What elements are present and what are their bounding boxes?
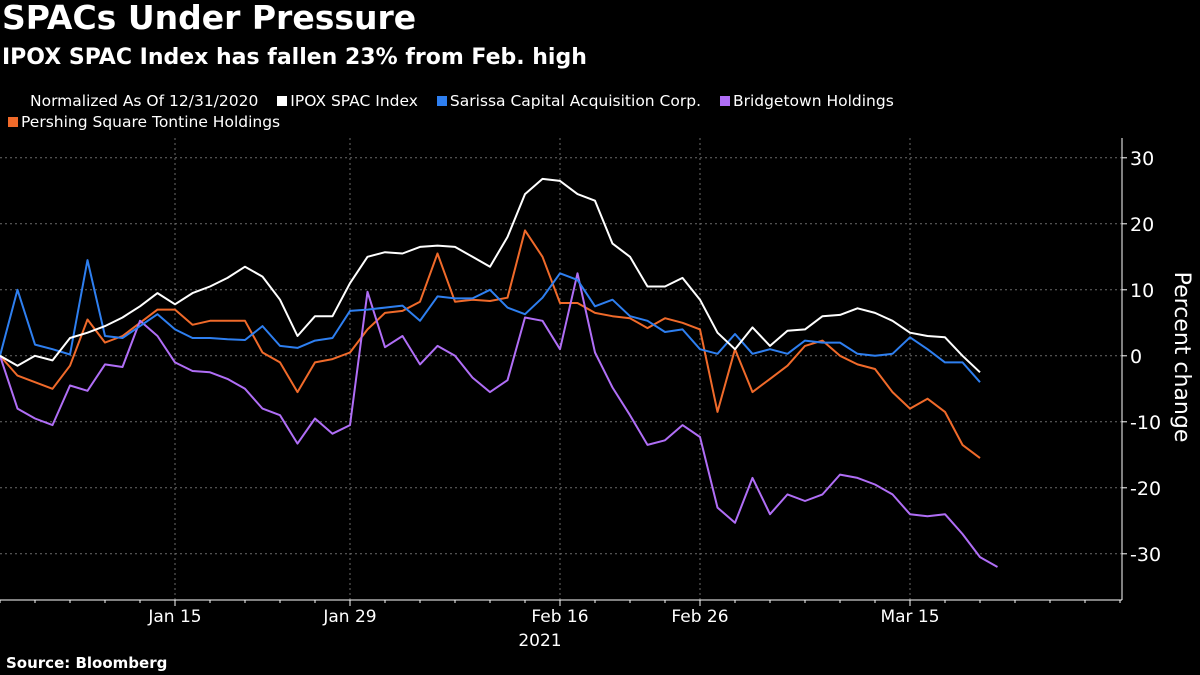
x-tick-label: Mar 15 xyxy=(880,607,939,627)
x-year-label: 2021 xyxy=(518,631,561,651)
legend-swatch-bridgetown xyxy=(719,96,730,106)
x-tick-label: Feb 16 xyxy=(531,607,588,627)
series-line-sarissa xyxy=(0,259,981,383)
grid-lines xyxy=(0,138,1122,600)
series-line-ipox xyxy=(0,177,981,374)
axes xyxy=(0,138,1127,606)
legend-label-ipox: IPOX SPAC Index xyxy=(290,92,418,110)
legend-swatch-pershing xyxy=(8,117,18,127)
y-tick-label: 0 xyxy=(1130,346,1142,368)
legend: Normalized As Of 12/31/2020 IPOX SPAC In… xyxy=(8,91,1008,133)
y-tick-label: -10 xyxy=(1130,412,1161,434)
legend-item-sarissa: Sarissa Capital Acquisition Corp. xyxy=(436,91,701,112)
series-line-bridgetown xyxy=(0,272,998,568)
legend-swatch-sarissa xyxy=(436,96,447,106)
legend-normalization-note: Normalized As Of 12/31/2020 xyxy=(30,92,259,110)
x-tick-label: Jan 15 xyxy=(147,607,201,627)
axis-labels: 30 20 10 0 -10 -20 -30 Jan 15 Jan 29 Feb 16 Feb 26… xyxy=(147,148,1194,651)
legend-item-bridgetown: Bridgetown Holdings xyxy=(719,91,894,112)
chart-subtitle: IPOX SPAC Index has fallen 23% from Feb.… xyxy=(2,45,587,70)
y-tick-label: 30 xyxy=(1130,148,1154,170)
legend-label-bridgetown: Bridgetown Holdings xyxy=(732,92,894,110)
x-tick-label: Feb 26 xyxy=(671,607,728,627)
y-tick-label: -30 xyxy=(1130,544,1161,566)
y-tick-label: -20 xyxy=(1130,478,1161,500)
y-tick-label: 20 xyxy=(1130,214,1154,236)
y-tick-label: 10 xyxy=(1130,280,1154,302)
legend-label-pershing: Pershing Square Tontine Holdings xyxy=(21,113,281,131)
chart-title: SPACs Under Pressure xyxy=(2,0,417,37)
legend-item-ipox: IPOX SPAC Index xyxy=(277,91,418,112)
series-lines xyxy=(0,177,998,568)
legend-swatch-ipox xyxy=(277,96,288,106)
x-tick-label: Jan 29 xyxy=(322,607,376,627)
series-line-pershing xyxy=(0,229,981,459)
legend-label-sarissa: Sarissa Capital Acquisition Corp. xyxy=(449,92,701,110)
source-note: Source: Bloomberg xyxy=(6,654,168,672)
legend-item-pershing: Pershing Square Tontine Holdings xyxy=(8,112,280,133)
y-axis-title: Percent change xyxy=(1169,272,1194,443)
